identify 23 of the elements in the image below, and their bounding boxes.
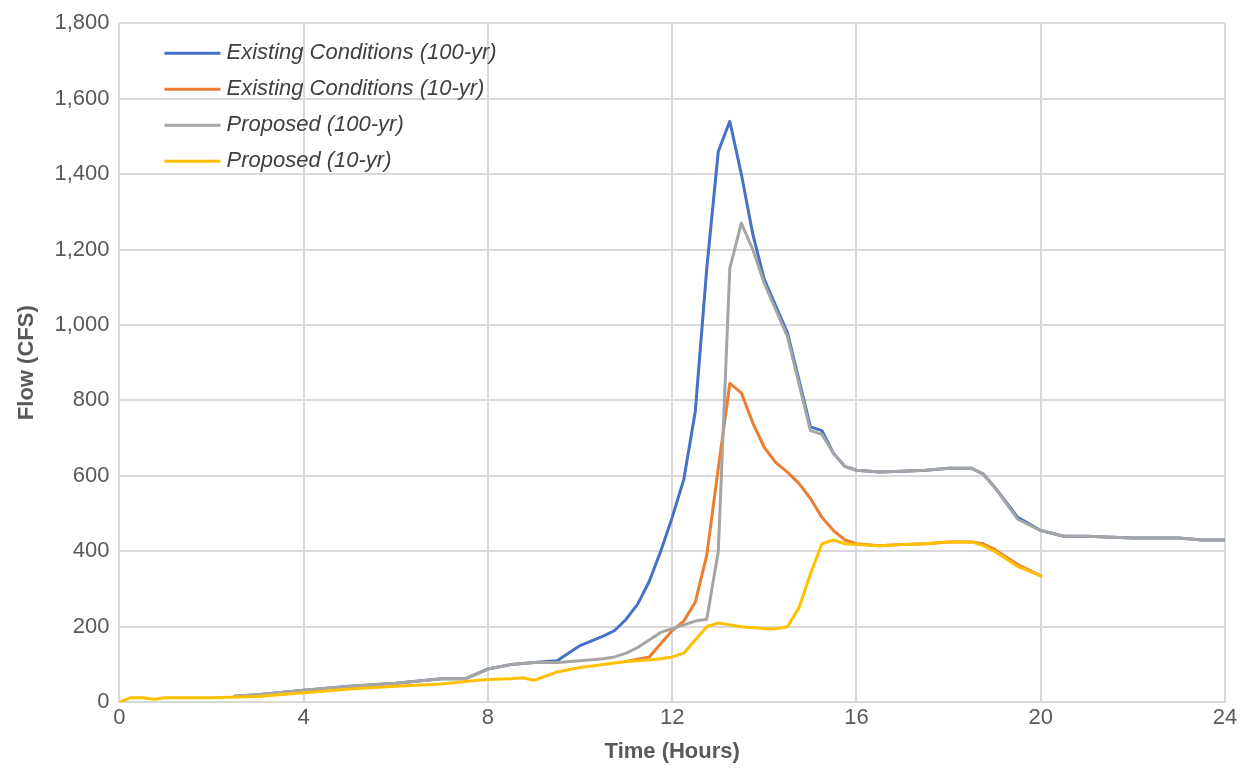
y-tick-label: 800: [72, 386, 110, 412]
x-tick-label: 16: [844, 704, 869, 730]
legend-label: Proposed (10-yr): [226, 147, 392, 173]
y-tick-label: 1,800: [54, 9, 110, 35]
legend-label: Existing Conditions (10-yr): [226, 75, 485, 101]
x-axis-title: Time (Hours): [604, 737, 740, 763]
y-tick-label: 1,000: [54, 311, 110, 337]
y-tick-label: 1,600: [54, 84, 110, 110]
legend-label: Proposed (100-yr): [226, 111, 404, 137]
x-tick-label: 0: [113, 704, 126, 730]
y-tick-label: 1,200: [54, 235, 110, 261]
x-tick-label: 24: [1212, 704, 1238, 730]
x-tick-label: 4: [297, 704, 310, 730]
y-tick-label: 600: [72, 461, 110, 487]
x-tick-label: 12: [659, 704, 685, 730]
y-tick-label: 200: [72, 612, 110, 638]
y-axis-title: Flow (CFS): [13, 305, 39, 421]
legend-label: Existing Conditions (100-yr): [226, 39, 497, 65]
x-tick-label: 20: [1028, 704, 1053, 730]
x-tick-label: 8: [481, 704, 495, 730]
y-tick-label: 400: [72, 537, 110, 563]
y-tick-label: 0: [97, 688, 110, 714]
y-tick-label: 1,400: [54, 160, 110, 186]
